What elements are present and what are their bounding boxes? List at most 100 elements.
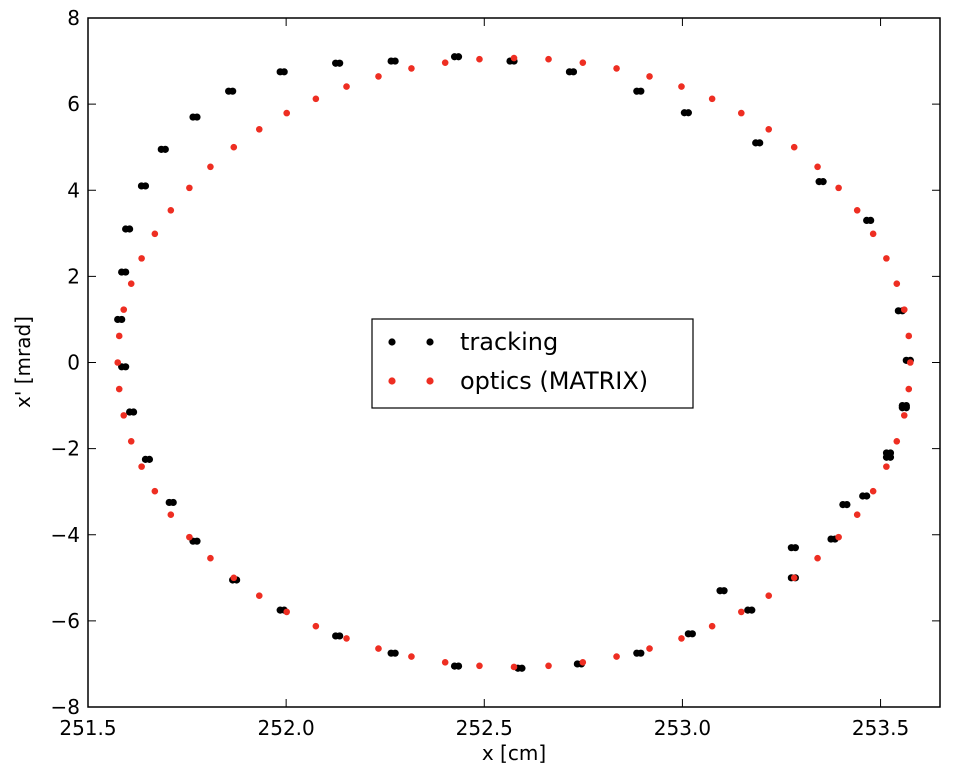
y-tick-label: −8: [51, 695, 80, 719]
y-tick-label: 6: [67, 92, 80, 116]
optics-point: [476, 662, 483, 670]
optics-point: [883, 255, 890, 262]
tracking-point: [518, 664, 526, 672]
tracking-point: [145, 455, 154, 463]
optics-point: [255, 592, 263, 600]
optics-point: [312, 95, 320, 103]
optics-point: [678, 635, 685, 642]
optics-point: [835, 184, 842, 192]
tracking-point: [863, 492, 871, 500]
data-points: [114, 53, 914, 672]
optics-point: [906, 359, 914, 366]
optics-point: [893, 280, 901, 288]
optics-point: [186, 533, 193, 541]
optics-point: [408, 653, 415, 660]
tracking-point: [161, 145, 169, 153]
tracking-point: [454, 53, 463, 61]
optics-point: [765, 592, 773, 600]
optics-point: [613, 65, 620, 72]
optics-point: [737, 109, 745, 117]
optics-point: [579, 59, 587, 66]
tracking-point: [688, 630, 696, 638]
optics-point: [115, 385, 123, 393]
y-tick-label: 2: [67, 264, 80, 288]
optics-point: [853, 206, 861, 214]
x-tick-label: 252.5: [456, 716, 513, 740]
optics-point: [476, 55, 483, 63]
optics-point: [790, 143, 798, 151]
optics-point: [138, 463, 145, 470]
x-tick-label: 251.5: [59, 716, 116, 740]
tracking-point: [118, 315, 126, 324]
tracking-point: [169, 498, 177, 507]
tracking-point: [454, 662, 463, 670]
tracking-point: [843, 501, 851, 509]
optics-point: [207, 163, 214, 171]
optics-point: [708, 95, 716, 103]
tracking-point: [336, 59, 344, 67]
tracking-point: [229, 87, 237, 95]
legend-label-optics: optics (MATRIX): [460, 367, 648, 395]
tracking-point: [867, 216, 875, 224]
tracking-point: [886, 449, 895, 457]
optics-point: [255, 125, 263, 133]
tracking-point: [193, 537, 201, 545]
optics-point: [115, 332, 123, 340]
optics-point: [905, 332, 913, 340]
optics-point: [312, 622, 320, 630]
optics-point: [678, 83, 685, 90]
tracking-point: [902, 404, 910, 412]
optics-point: [441, 659, 449, 666]
y-axis-label: x' [mrad]: [11, 316, 35, 408]
tracking-point: [720, 587, 728, 595]
optics-point: [510, 663, 518, 671]
optics-point: [835, 533, 842, 541]
optics-point: [408, 65, 415, 72]
optics-point: [283, 109, 291, 117]
tracking-point: [391, 649, 399, 657]
optics-point: [167, 511, 175, 519]
tracking-point: [791, 544, 799, 552]
optics-point: [230, 143, 238, 151]
x-axis-label: x [cm]: [482, 741, 546, 765]
x-tick-labels: 251.5 252.0 252.5 253.0 253.5: [59, 716, 909, 740]
y-tick-label: −6: [51, 609, 80, 633]
optics-point: [814, 554, 821, 562]
tracking-point: [122, 363, 130, 371]
y-tick-label: 8: [67, 6, 80, 30]
optics-point: [646, 645, 653, 652]
tracking-point: [684, 109, 692, 117]
optics-point: [207, 554, 214, 562]
optics-point: [765, 125, 773, 133]
optics-point: [186, 184, 193, 192]
optics-point: [853, 511, 861, 519]
tracking-point: [637, 87, 645, 95]
optics-point: [151, 230, 159, 238]
optics-point: [343, 83, 350, 90]
tracking-point: [129, 408, 138, 416]
tracking-point: [126, 225, 134, 233]
legend-marker-tracking: [388, 338, 434, 346]
plot-frame: [87, 17, 941, 708]
tracking-point: [819, 178, 827, 186]
optics-point: [120, 306, 128, 313]
optics-point: [343, 635, 350, 642]
tracking-point: [122, 268, 130, 276]
optics-point: [230, 574, 238, 582]
legend-label-tracking: tracking: [460, 328, 558, 356]
optics-point: [814, 163, 821, 171]
optics-point: [737, 608, 745, 616]
optics-point: [545, 55, 552, 63]
optics-point: [114, 359, 122, 366]
optics-point: [127, 280, 135, 288]
optics-point: [613, 653, 620, 660]
tracking-point: [336, 632, 344, 640]
tracking-point: [756, 139, 764, 147]
tracking-point: [748, 606, 756, 614]
optics-point: [545, 662, 552, 670]
optics-point: [646, 73, 653, 80]
optics-point: [510, 54, 518, 62]
optics-point: [883, 463, 890, 470]
tracking-point: [391, 57, 399, 65]
